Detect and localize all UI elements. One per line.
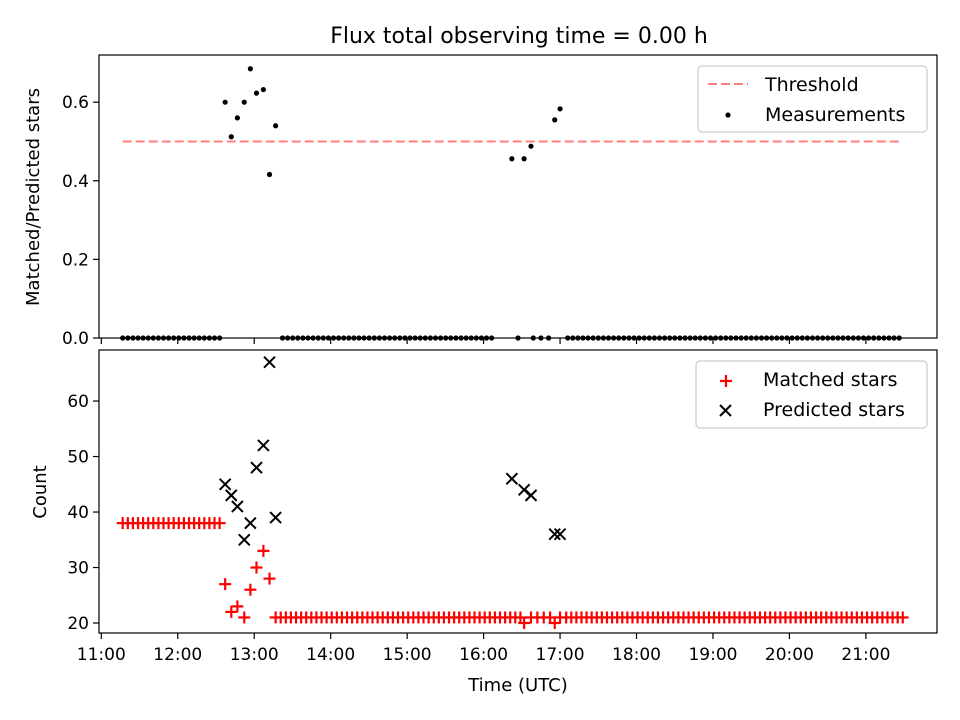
legend-predicted-label: Predicted stars xyxy=(763,399,905,421)
bottom-legend: Matched stars Predicted stars xyxy=(695,360,928,429)
bottom-x-tick-label: 11:00 xyxy=(77,645,126,665)
bottom-x-tick-label: 15:00 xyxy=(383,645,432,665)
legend-measurements-label: Measurements xyxy=(765,104,905,126)
legend-matched-swatch xyxy=(720,375,732,387)
bottom-legend-box xyxy=(695,360,928,429)
top-plot-frame xyxy=(98,54,938,339)
matched-stars-points xyxy=(116,517,909,630)
top-y-tick-label: 0.0 xyxy=(62,329,89,349)
matched-star-point xyxy=(518,617,531,630)
matched-star-point xyxy=(896,611,909,624)
measurement-point xyxy=(528,143,534,149)
measurement-point xyxy=(273,123,279,129)
measurement-point xyxy=(509,156,515,162)
legend-predicted-swatch xyxy=(719,404,732,417)
measurement-point xyxy=(521,156,527,162)
predicted-star-point xyxy=(250,461,263,474)
measurement-point xyxy=(260,86,266,93)
bottom-y-tick-label: 30 xyxy=(67,559,89,579)
bottom-y-axis: 20 30 40 50 60 xyxy=(67,392,99,634)
bottom-y-tick-label: 60 xyxy=(67,392,89,412)
top-y-tick-label: 0.4 xyxy=(62,172,89,192)
measurement-point xyxy=(228,134,234,140)
top-y-axis: 0.0 0.2 0.4 0.6 xyxy=(62,93,99,349)
matched-star-point xyxy=(219,578,232,591)
predicted-star-point xyxy=(505,472,519,485)
measurement-point xyxy=(552,117,558,123)
x-axis-label: Time (UTC) xyxy=(467,675,568,696)
flux-ratio-panel: Flux total observing time = 0.00 h 0.00.… xyxy=(23,24,938,349)
predicted-star-point xyxy=(548,528,561,541)
predicted-star-point xyxy=(225,489,238,502)
bottom-x-tick-label: 16:00 xyxy=(459,645,508,665)
measurement-point xyxy=(266,171,273,178)
predicted-star-point xyxy=(244,516,257,530)
legend-threshold-label: Threshold xyxy=(764,74,859,96)
top-y-axis-label: Matched/Predicted stars xyxy=(23,88,44,306)
measurement-point xyxy=(241,99,247,105)
predicted-stars-points xyxy=(218,356,567,546)
legend-measurements-swatch xyxy=(725,112,731,118)
top-y-tick-label: 0.6 xyxy=(62,93,89,113)
measurement-point xyxy=(222,99,228,105)
matched-star-point xyxy=(238,611,251,624)
bottom-x-axis: 11:00 12:00 13:00 14:00 15:00 16:00 17:00 18:00… xyxy=(77,633,890,665)
bottom-x-tick-label: 19:00 xyxy=(688,645,737,665)
top-legend-box xyxy=(697,65,928,133)
predicted-star-point xyxy=(218,478,232,491)
top-y-tick-label: 0.2 xyxy=(62,250,89,270)
matched-star-point xyxy=(231,600,244,613)
bottom-x-tick-label: 13:00 xyxy=(230,645,279,665)
bottom-y-tick-label: 50 xyxy=(67,448,89,468)
bottom-y-tick-label: 20 xyxy=(67,614,89,634)
legend-matched-label: Matched stars xyxy=(763,369,897,391)
measurement-point xyxy=(234,115,240,121)
matched-star-point xyxy=(225,605,238,618)
predicted-star-point xyxy=(231,500,244,513)
matched-star-point xyxy=(548,617,561,630)
predicted-star-point xyxy=(263,356,276,369)
bottom-x-tick-label: 17:00 xyxy=(536,645,585,665)
matched-star-point xyxy=(213,517,226,530)
matched-star-point xyxy=(263,572,276,585)
matched-star-point xyxy=(250,561,263,574)
bottom-x-tick-label: 20:00 xyxy=(765,645,814,665)
predicted-star-point xyxy=(238,533,251,546)
predicted-star-point xyxy=(524,489,538,502)
bottom-plot-frame xyxy=(98,349,938,634)
star-count-panel: 20 30 40 50 60 11:00 12:00 13:00 14:00 15:00 16:0… xyxy=(30,349,938,696)
measurement-point xyxy=(557,106,563,112)
measurement-point xyxy=(247,66,253,72)
predicted-star-point xyxy=(257,439,270,452)
bottom-x-tick-label: 14:00 xyxy=(306,645,355,665)
matched-star-point xyxy=(554,611,567,624)
matched-star-point xyxy=(244,583,257,596)
predicted-star-point xyxy=(553,528,567,541)
bottom-x-tick-label: 18:00 xyxy=(612,645,661,665)
bottom-x-tick-label: 21:00 xyxy=(841,645,890,665)
predicted-star-point xyxy=(269,511,282,524)
measurement-point xyxy=(253,90,260,96)
chart-title: Flux total observing time = 0.00 h xyxy=(330,24,708,49)
matched-star-point xyxy=(257,544,270,557)
bottom-y-tick-label: 40 xyxy=(67,503,89,523)
bottom-y-axis-label: Count xyxy=(30,465,51,518)
top-legend: Threshold Measurements xyxy=(697,65,928,133)
bottom-x-tick-label: 12:00 xyxy=(153,645,202,665)
